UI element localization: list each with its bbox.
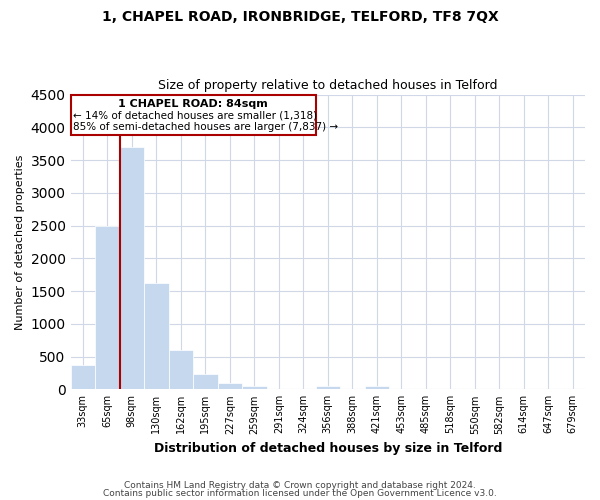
Bar <box>144 283 169 390</box>
Bar <box>119 147 144 390</box>
Bar <box>71 94 316 135</box>
Title: Size of property relative to detached houses in Telford: Size of property relative to detached ho… <box>158 79 497 92</box>
Text: Contains public sector information licensed under the Open Government Licence v3: Contains public sector information licen… <box>103 488 497 498</box>
Text: 85% of semi-detached houses are larger (7,837) →: 85% of semi-detached houses are larger (… <box>73 122 338 132</box>
Text: Contains HM Land Registry data © Crown copyright and database right 2024.: Contains HM Land Registry data © Crown c… <box>124 481 476 490</box>
Text: 1, CHAPEL ROAD, IRONBRIDGE, TELFORD, TF8 7QX: 1, CHAPEL ROAD, IRONBRIDGE, TELFORD, TF8… <box>101 10 499 24</box>
X-axis label: Distribution of detached houses by size in Telford: Distribution of detached houses by size … <box>154 442 502 455</box>
Y-axis label: Number of detached properties: Number of detached properties <box>15 154 25 330</box>
Text: ← 14% of detached houses are smaller (1,318): ← 14% of detached houses are smaller (1,… <box>73 110 317 120</box>
Bar <box>365 386 389 390</box>
Bar <box>316 386 340 390</box>
Bar <box>71 364 95 390</box>
Bar <box>218 383 242 390</box>
Bar <box>95 226 119 390</box>
Bar <box>242 386 266 390</box>
Bar <box>169 350 193 390</box>
Text: 1 CHAPEL ROAD: 84sqm: 1 CHAPEL ROAD: 84sqm <box>118 99 268 109</box>
Bar <box>193 374 218 390</box>
